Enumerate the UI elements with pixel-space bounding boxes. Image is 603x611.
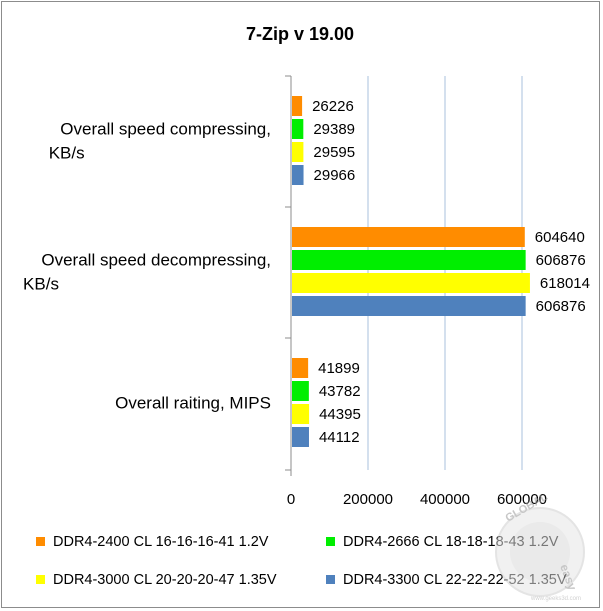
bar <box>292 273 530 293</box>
data-label: 606876 <box>536 252 586 269</box>
watermark-url: www.geeks3d.com <box>530 596 581 602</box>
data-label: 29966 <box>314 167 356 184</box>
legend-label: DDR4-3000 CL 20-20-20-47 1.35V <box>53 572 277 588</box>
x-tick-label: 400000 <box>420 491 470 508</box>
bar <box>292 165 304 185</box>
bar <box>292 404 310 424</box>
data-label: 41899 <box>318 360 360 377</box>
data-label: 44112 <box>319 429 360 446</box>
data-label: 604640 <box>535 229 585 246</box>
bar <box>292 227 525 247</box>
category-label: Overall speed decompressing, <box>41 251 271 270</box>
legend-label: DDR4-2400 CL 16-16-16-41 1.2V <box>53 534 269 550</box>
category-label: Overall raiting, MIPS <box>115 394 271 413</box>
bar <box>292 381 309 401</box>
data-label: 29389 <box>313 121 355 138</box>
legend-swatch <box>36 575 45 584</box>
plot-area: 0 200000 400000 600000 26226 29389 29595 29966 O… <box>23 75 590 508</box>
bar <box>292 358 309 378</box>
data-label: 26226 <box>312 98 354 115</box>
bar <box>292 142 304 162</box>
data-label: 606876 <box>536 298 586 315</box>
bar <box>292 296 526 316</box>
bar <box>292 250 526 270</box>
data-label: 618014 <box>540 275 590 292</box>
legend-swatch <box>326 537 335 546</box>
category-label: KB/s <box>23 275 59 294</box>
bar <box>292 119 304 139</box>
data-label: 43782 <box>319 383 361 400</box>
legend-swatch <box>36 537 45 546</box>
category-label: KB/s <box>49 144 85 163</box>
data-label: 44395 <box>319 406 361 423</box>
x-tick-label: 0 <box>287 491 295 508</box>
data-label: 29595 <box>313 144 355 161</box>
x-tick-label: 600000 <box>497 491 547 508</box>
legend-swatch <box>326 575 335 584</box>
x-tick-label: 200000 <box>343 491 393 508</box>
bar <box>292 96 303 116</box>
category-label: Overall speed compressing, <box>60 120 271 139</box>
chart-title: 7-Zip v 19.00 <box>246 24 354 44</box>
watermark-logo: GLOBAL easy www.geeks3d.com <box>495 494 585 602</box>
bar <box>292 427 309 447</box>
